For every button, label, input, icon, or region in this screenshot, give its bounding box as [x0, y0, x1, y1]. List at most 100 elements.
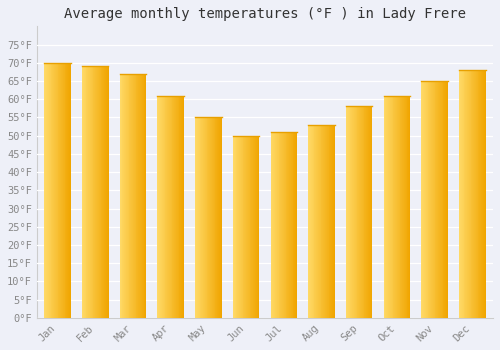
Bar [96, 66, 97, 318]
Bar [90, 66, 91, 318]
Bar [360, 106, 361, 318]
Bar [308, 125, 309, 318]
Bar [368, 106, 369, 318]
Bar [88, 66, 89, 318]
Bar [282, 132, 283, 318]
Bar [181, 96, 182, 318]
Title: Average monthly temperatures (°F ) in Lady Frere: Average monthly temperatures (°F ) in La… [64, 7, 466, 21]
Bar [403, 96, 404, 318]
Bar [280, 132, 281, 318]
Bar [467, 70, 468, 318]
Bar [386, 96, 388, 318]
Bar [132, 74, 133, 318]
Bar [312, 125, 313, 318]
Bar [141, 74, 142, 318]
Bar [322, 125, 324, 318]
Bar [438, 81, 439, 318]
Bar [203, 117, 204, 318]
Bar [86, 66, 88, 318]
Bar [204, 117, 205, 318]
Bar [346, 106, 347, 318]
Bar [68, 63, 69, 318]
Bar [55, 63, 56, 318]
Bar [126, 74, 127, 318]
Bar [462, 70, 464, 318]
Bar [198, 117, 199, 318]
Bar [83, 66, 84, 318]
Bar [46, 63, 47, 318]
Bar [480, 70, 481, 318]
Bar [476, 70, 478, 318]
Bar [387, 96, 388, 318]
Bar [459, 70, 460, 318]
Bar [200, 117, 202, 318]
Bar [333, 125, 334, 318]
Bar [50, 63, 51, 318]
Bar [128, 74, 130, 318]
Bar [447, 81, 448, 318]
Bar [166, 96, 167, 318]
Bar [475, 70, 476, 318]
Bar [318, 125, 319, 318]
Bar [202, 117, 203, 318]
Bar [134, 74, 135, 318]
Bar [289, 132, 290, 318]
Bar [218, 117, 219, 318]
Bar [324, 125, 325, 318]
Bar [484, 70, 486, 318]
Bar [236, 135, 238, 318]
Bar [144, 74, 146, 318]
Bar [162, 96, 164, 318]
Bar [84, 66, 85, 318]
Bar [160, 96, 161, 318]
Bar [245, 135, 246, 318]
Bar [196, 117, 197, 318]
Bar [473, 70, 474, 318]
Bar [310, 125, 311, 318]
Bar [276, 132, 278, 318]
Bar [182, 96, 183, 318]
Bar [256, 135, 258, 318]
Bar [388, 96, 389, 318]
Bar [138, 74, 139, 318]
Bar [362, 106, 364, 318]
Bar [67, 63, 68, 318]
Bar [352, 106, 353, 318]
Bar [239, 135, 240, 318]
Bar [314, 125, 316, 318]
Bar [288, 132, 289, 318]
Bar [177, 96, 178, 318]
Bar [274, 132, 275, 318]
Bar [60, 63, 61, 318]
Bar [404, 96, 405, 318]
Bar [426, 81, 428, 318]
Bar [63, 63, 64, 318]
Bar [242, 135, 244, 318]
Bar [104, 66, 105, 318]
Bar [167, 96, 168, 318]
Bar [91, 66, 92, 318]
Bar [408, 96, 410, 318]
Bar [294, 132, 296, 318]
Bar [367, 106, 368, 318]
Bar [474, 70, 475, 318]
Bar [45, 63, 46, 318]
Bar [309, 125, 310, 318]
Bar [168, 96, 169, 318]
Bar [84, 66, 86, 318]
Bar [389, 96, 390, 318]
Bar [325, 125, 326, 318]
Bar [276, 132, 277, 318]
Bar [162, 96, 163, 318]
Bar [52, 63, 53, 318]
Bar [446, 81, 447, 318]
Bar [370, 106, 372, 318]
Bar [431, 81, 432, 318]
Bar [125, 74, 126, 318]
Bar [464, 70, 466, 318]
Bar [220, 117, 221, 318]
Bar [483, 70, 484, 318]
Bar [361, 106, 362, 318]
Bar [395, 96, 396, 318]
Bar [53, 63, 54, 318]
